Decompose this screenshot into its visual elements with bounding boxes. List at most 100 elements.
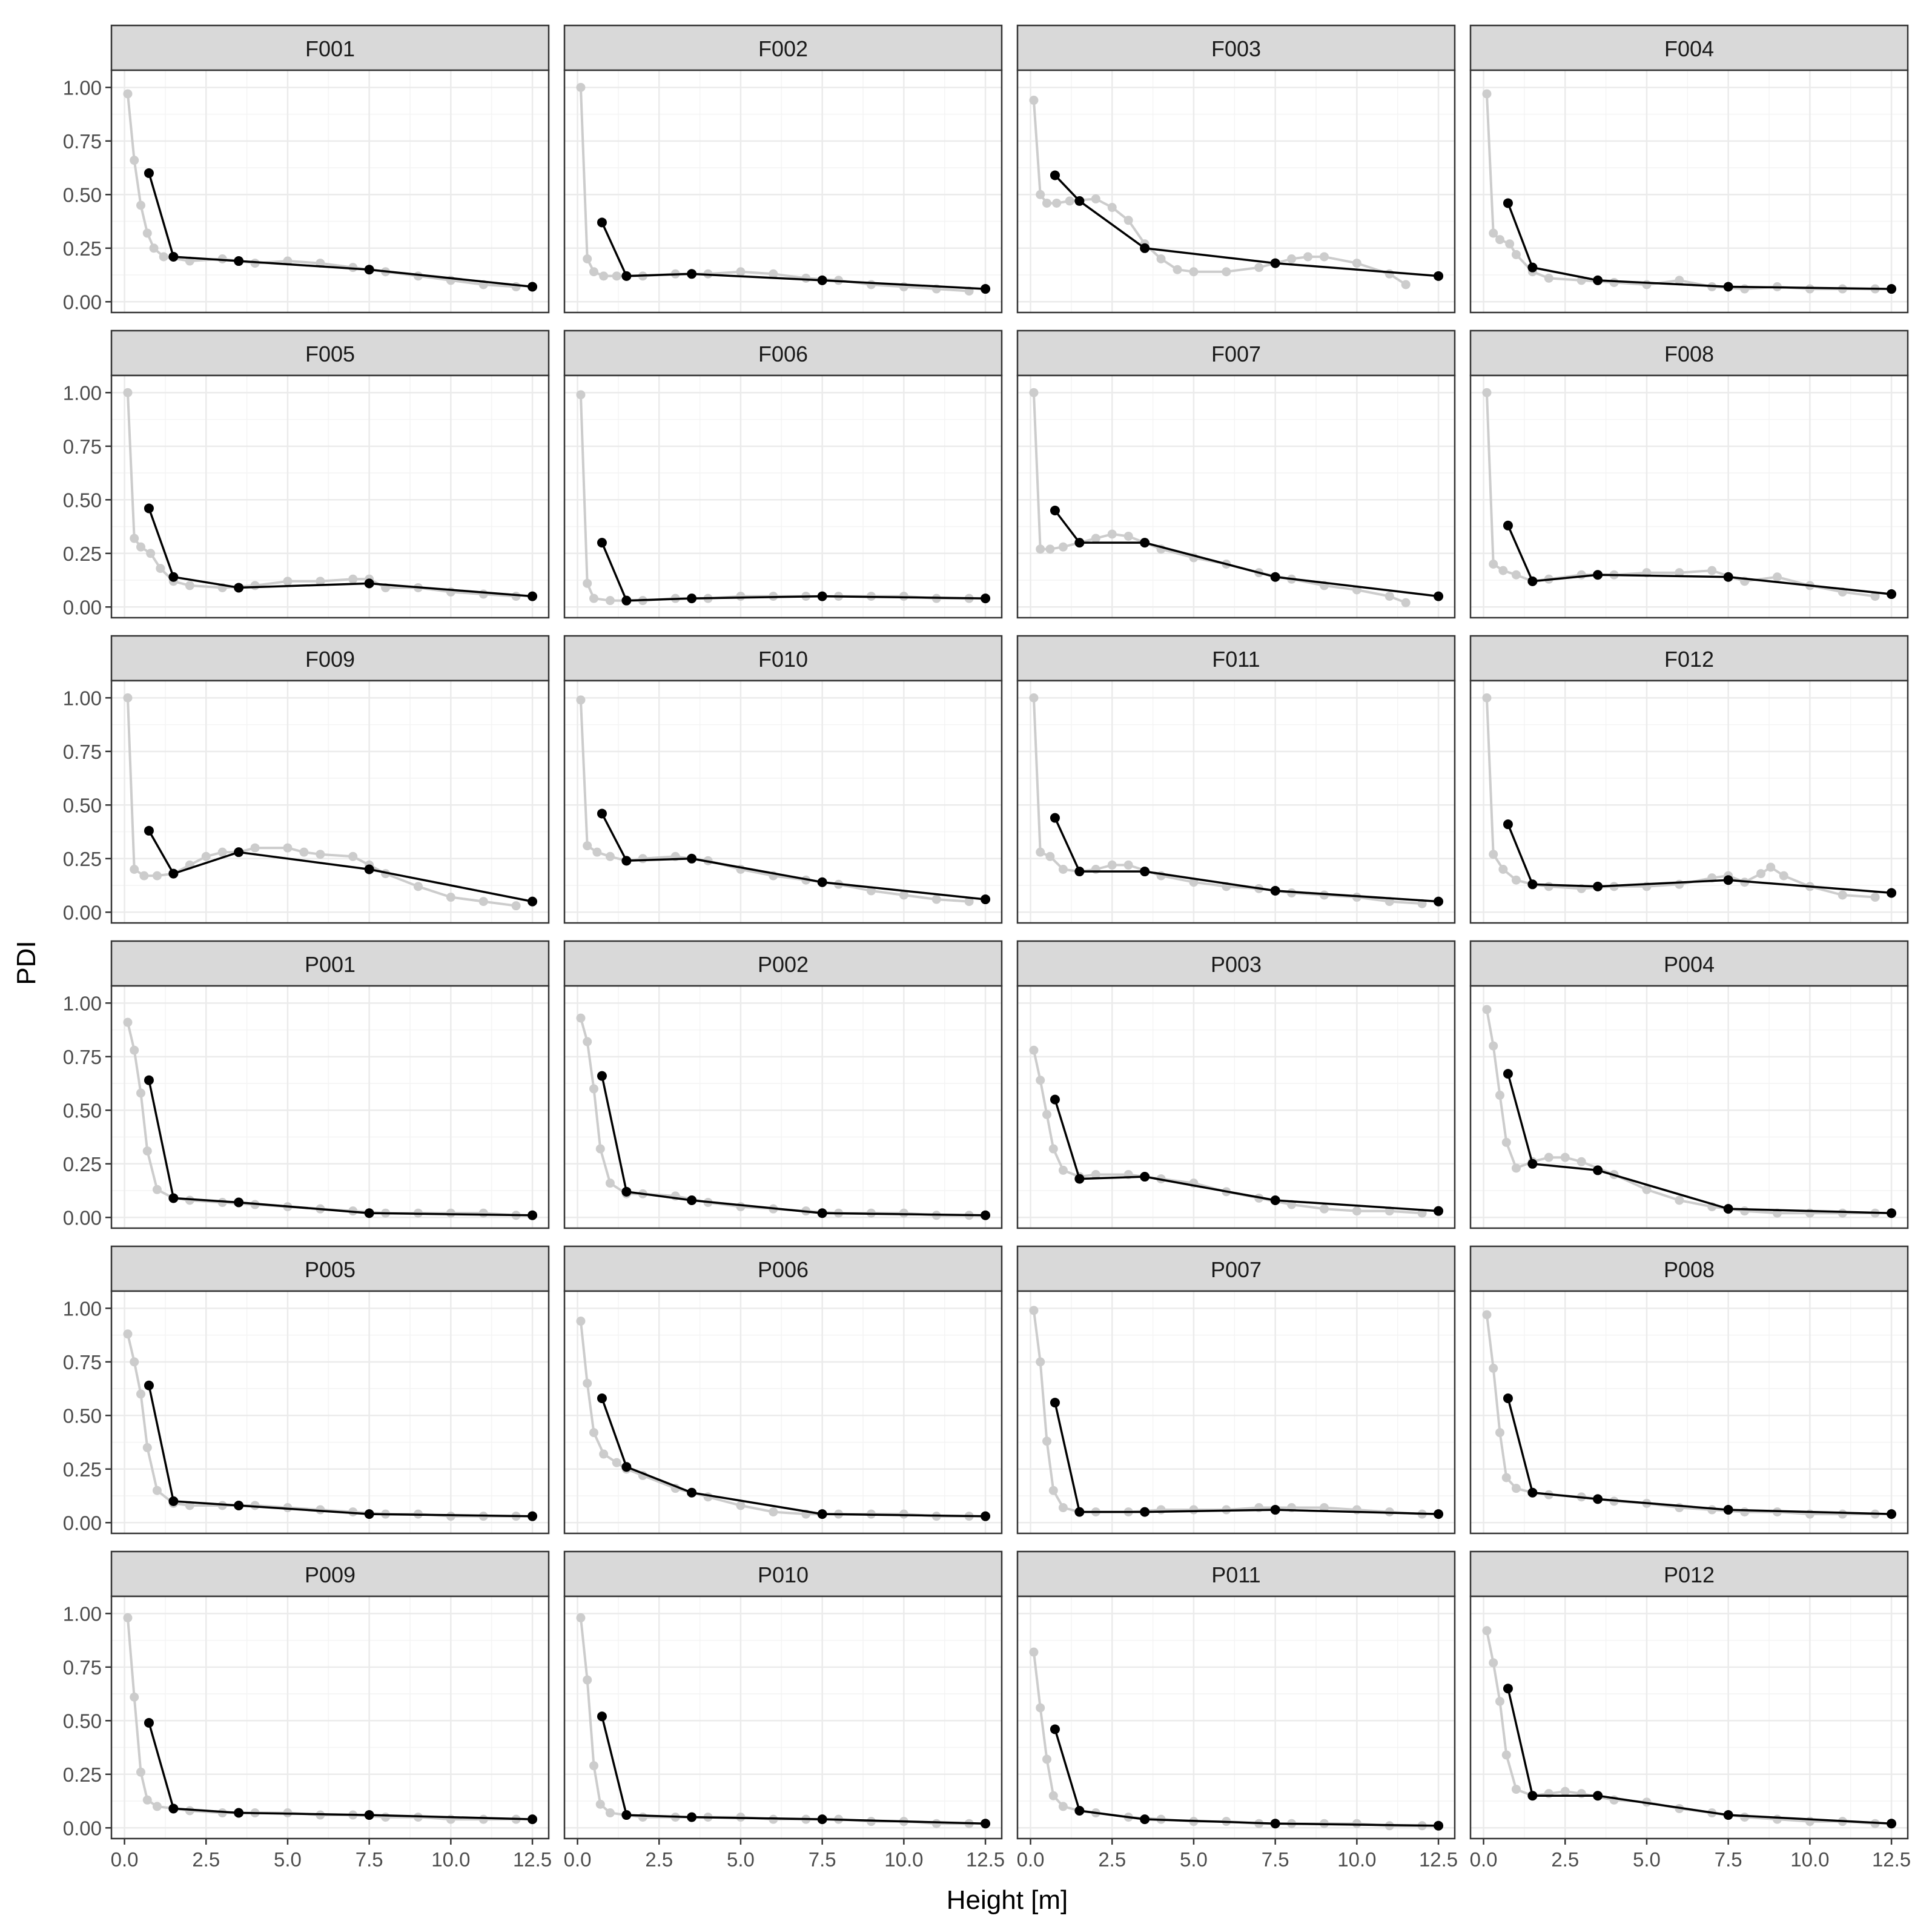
fine-point [576, 82, 586, 92]
panel-p003: P003 [1016, 940, 1456, 1229]
fine-point [478, 1208, 488, 1218]
panel-border [563, 679, 1003, 924]
fine-point [1189, 1505, 1199, 1515]
fine-point [1319, 1204, 1329, 1214]
coarse-point [1270, 572, 1280, 582]
fine-point [1107, 860, 1117, 870]
fine-point [283, 843, 293, 853]
fine-point [1675, 879, 1684, 889]
fine-point [1036, 190, 1045, 199]
fine-point [446, 1512, 455, 1521]
strip-label: F006 [758, 342, 808, 366]
fine-point [1675, 568, 1684, 578]
fine-point [576, 1317, 586, 1326]
fine-point [583, 1037, 592, 1046]
fine-point [185, 581, 194, 590]
strip-label: P001 [305, 952, 356, 977]
y-tick-label: 0.25 [63, 1153, 102, 1175]
fine-point [1495, 1696, 1504, 1706]
coarse-point [1593, 881, 1603, 891]
fine-point [1029, 388, 1039, 397]
strip-label: F004 [1664, 36, 1714, 61]
strip-f012 [1469, 635, 1909, 682]
fine-point [736, 1202, 746, 1212]
strip-label: F010 [758, 647, 808, 672]
coarse-point [687, 1487, 697, 1498]
coarse-point [1270, 258, 1280, 268]
panel-f006: F006 [563, 329, 1003, 619]
strip-label: P008 [1664, 1257, 1715, 1282]
fine-point [152, 1486, 162, 1495]
fine-point [1123, 216, 1133, 225]
fine-point [1505, 239, 1515, 249]
fine-point [1501, 1750, 1511, 1760]
coarse-point [528, 1511, 538, 1521]
y-tick-label: 0.75 [63, 1656, 102, 1679]
strip-label: F007 [1211, 342, 1261, 366]
fine-point [1511, 570, 1521, 580]
fine-point [348, 851, 358, 861]
strip-p012 [1469, 1550, 1909, 1598]
panel-f012: F012 [1469, 635, 1909, 924]
plot-area [111, 986, 549, 1228]
coarse-point [981, 1819, 991, 1829]
x-tick-label: 0.0 [1470, 1848, 1498, 1871]
fine-point [1870, 592, 1880, 601]
coarse-point [817, 1509, 827, 1519]
fine-point [130, 1692, 139, 1702]
plot-area [1017, 1291, 1455, 1533]
strip-label: F012 [1664, 647, 1714, 672]
panel-f002: F002 [563, 24, 1003, 314]
fine-point [605, 596, 615, 606]
y-tick-label: 0.50 [63, 489, 102, 511]
x-tick-label: 10.0 [431, 1848, 470, 1871]
coarse-point [621, 271, 632, 281]
panel-p002: P002 [563, 940, 1003, 1229]
y-tick-label: 0.50 [63, 183, 102, 206]
plot-area [1017, 681, 1455, 923]
plot-area [564, 681, 1002, 923]
y-tick-label: 1.00 [63, 1297, 102, 1320]
fine-point [1489, 1363, 1498, 1373]
plot-area [564, 70, 1002, 312]
fine-point [478, 1814, 488, 1824]
fine-point [159, 252, 168, 262]
fine-point [638, 1813, 647, 1822]
fine-point [1838, 1509, 1847, 1519]
fine-point [1495, 235, 1504, 245]
fine-point [149, 243, 159, 253]
coarse-point [364, 864, 374, 874]
x-tick-label: 5.0 [1180, 1848, 1208, 1871]
strip-label: F002 [758, 36, 808, 61]
coarse-point [1050, 506, 1060, 516]
coarse-point [168, 1193, 179, 1203]
coarse-point [1074, 1507, 1085, 1517]
y-tick-label: 0.00 [63, 1206, 102, 1229]
panel-p004: P004 [1469, 940, 1909, 1229]
coarse-point [1503, 520, 1513, 531]
panel-border [1469, 679, 1909, 924]
coarse-point [1593, 1165, 1603, 1175]
coarse-point [1270, 885, 1280, 896]
x-tick-label: 10.0 [884, 1848, 923, 1871]
panel-p010: P010 0.0 2.5 5.0 7.5 10.0 12.5 [564, 1550, 1005, 1871]
fine-point [1058, 542, 1068, 552]
coarse-point [1887, 888, 1897, 898]
coarse-point [597, 808, 607, 819]
panel-border [1016, 69, 1456, 314]
y-tick-label: 0.75 [63, 130, 102, 153]
fine-point [1401, 280, 1411, 289]
x-tick-label: 12.5 [1872, 1848, 1911, 1871]
strip-label: P004 [1664, 952, 1715, 977]
fine-point [316, 850, 325, 859]
fine-point [592, 847, 602, 857]
y-axis-label: PDI [12, 940, 41, 985]
fine-point [413, 882, 423, 891]
fine-point [1173, 265, 1182, 274]
coarse-point [687, 853, 697, 864]
x-tick-label: 10.0 [1337, 1848, 1376, 1871]
coarse-point [144, 1717, 154, 1728]
coarse-point [168, 1803, 179, 1814]
fine-point [1065, 196, 1074, 206]
fine-point [146, 549, 156, 558]
